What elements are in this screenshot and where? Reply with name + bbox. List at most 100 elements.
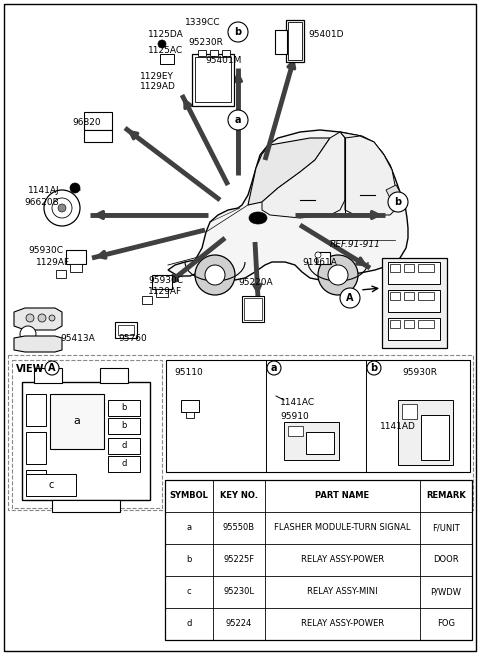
Text: F/UNIT: F/UNIT [432, 523, 460, 533]
Text: d: d [121, 441, 127, 451]
Bar [275, 30, 287, 54]
Text: KEY NO.: KEY NO. [220, 491, 258, 500]
Bar [398, 400, 453, 465]
Text: b: b [395, 197, 402, 207]
Polygon shape [168, 130, 408, 280]
Bar [152, 275, 172, 289]
Text: 95413A: 95413A [60, 334, 95, 343]
Circle shape [70, 183, 80, 193]
Text: 95760: 95760 [118, 334, 147, 343]
Bar [382, 258, 447, 348]
Text: 95220A: 95220A [238, 278, 273, 287]
Text: RELAY ASSY-MINI: RELAY ASSY-MINI [307, 588, 378, 597]
Circle shape [158, 40, 166, 48]
Text: d: d [186, 620, 192, 629]
Ellipse shape [249, 212, 267, 224]
Text: b: b [234, 27, 241, 37]
Bar [22, 382, 150, 500]
Bar [108, 418, 140, 434]
Bar [388, 318, 440, 340]
Bar [52, 500, 120, 512]
Text: 1129AF: 1129AF [148, 287, 182, 296]
Bar [198, 50, 206, 56]
Bar [26, 470, 46, 494]
Circle shape [228, 110, 248, 130]
Text: RELAY ASSY-POWER: RELAY ASSY-POWER [301, 555, 384, 565]
Text: 95230R: 95230R [188, 38, 223, 47]
Text: 95230L: 95230L [224, 588, 254, 597]
Text: DOOR: DOOR [433, 555, 459, 565]
Bar [286, 20, 304, 62]
Bar [34, 368, 62, 383]
Circle shape [38, 314, 46, 322]
Text: REMARK: REMARK [426, 491, 466, 500]
Text: 91961A: 91961A [302, 258, 337, 267]
Bar [388, 290, 440, 312]
Circle shape [49, 315, 55, 321]
Text: 95401D: 95401D [308, 30, 344, 39]
Bar [66, 250, 86, 264]
Bar [404, 320, 414, 328]
Bar [418, 264, 434, 272]
Text: 95225F: 95225F [223, 555, 254, 565]
Bar [108, 400, 140, 416]
Text: PART NAME: PART NAME [315, 491, 370, 500]
Text: d: d [121, 460, 127, 468]
Text: FOG: FOG [437, 620, 455, 629]
Bar [418, 320, 434, 328]
Circle shape [367, 361, 381, 375]
Bar [70, 264, 82, 272]
Bar [26, 474, 76, 496]
Bar [181, 400, 199, 412]
Bar [50, 394, 104, 449]
Text: 1125DA: 1125DA [148, 30, 184, 39]
Text: 96620B: 96620B [24, 198, 59, 207]
Circle shape [195, 255, 235, 295]
Text: o: o [111, 371, 117, 379]
Text: a: a [73, 416, 81, 426]
Text: 95910: 95910 [280, 412, 309, 421]
Text: 95550B: 95550B [223, 523, 255, 533]
Bar [418, 292, 434, 300]
Circle shape [340, 288, 360, 308]
Polygon shape [248, 138, 330, 205]
Circle shape [20, 326, 36, 342]
Bar [390, 292, 400, 300]
Text: SYMBOL: SYMBOL [169, 491, 208, 500]
Bar [404, 292, 414, 300]
Text: b: b [186, 555, 192, 565]
Polygon shape [345, 136, 395, 215]
Text: RELAY ASSY-POWER: RELAY ASSY-POWER [301, 620, 384, 629]
Text: 1141AD: 1141AD [380, 422, 416, 431]
Bar [288, 426, 303, 436]
Polygon shape [262, 132, 345, 218]
Text: 95930C: 95930C [148, 276, 183, 285]
Bar [421, 415, 449, 460]
Bar [186, 412, 194, 418]
Bar [306, 432, 334, 454]
Bar [56, 270, 66, 278]
Circle shape [228, 22, 248, 42]
Text: 1129AD: 1129AD [140, 82, 176, 91]
Circle shape [388, 192, 408, 212]
Bar [404, 264, 414, 272]
Polygon shape [386, 185, 400, 198]
Text: 1141AC: 1141AC [280, 398, 315, 407]
Text: 95930R: 95930R [402, 368, 437, 377]
Text: b: b [121, 422, 127, 430]
Polygon shape [14, 308, 62, 330]
Text: a: a [271, 363, 277, 373]
Bar [288, 22, 302, 60]
Circle shape [58, 204, 66, 212]
Bar [84, 130, 112, 142]
Text: 1125AC: 1125AC [148, 46, 183, 55]
Text: 1141AJ: 1141AJ [28, 186, 60, 195]
Text: 1129EY: 1129EY [140, 72, 174, 81]
Bar [26, 394, 46, 426]
Bar [165, 480, 472, 640]
Bar [8, 355, 473, 510]
Bar [195, 57, 231, 102]
Text: 95224: 95224 [226, 620, 252, 629]
Bar [160, 54, 174, 64]
Bar [316, 252, 330, 264]
